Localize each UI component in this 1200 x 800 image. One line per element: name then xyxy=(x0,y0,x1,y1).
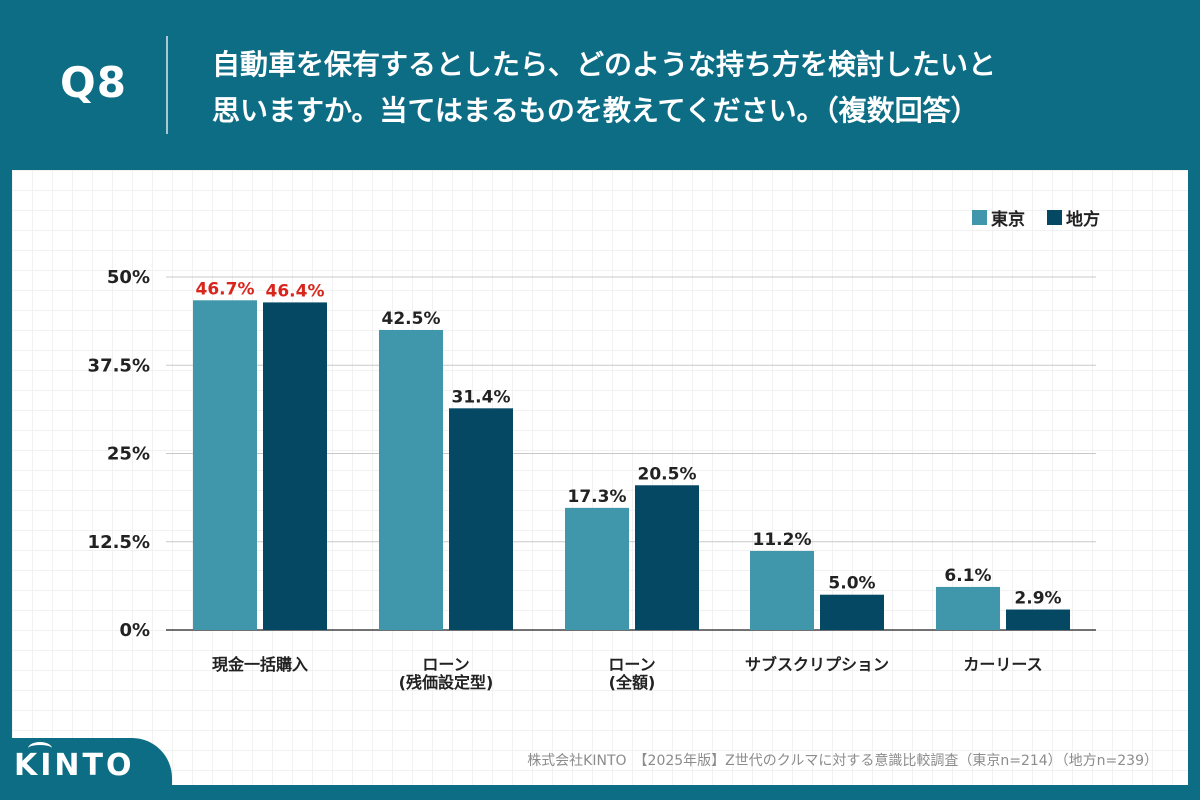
bar-tokyo xyxy=(193,300,257,630)
legend-label-tokyo: 東京 xyxy=(991,210,1025,230)
category-label: サブスクリプション xyxy=(745,655,889,674)
source-note: 株式会社KINTO 【2025年版】Z世代のクルマに対する意識比較調査（東京n=… xyxy=(527,753,1158,769)
bar-value-label: 17.3% xyxy=(568,487,627,507)
bar-regional xyxy=(263,302,327,630)
category-label: (残価設定型) xyxy=(399,673,494,692)
question-title-line-2: 思いますか。当てはまるものを教えてください。（複数回答） xyxy=(212,94,979,127)
logo-arc-mark xyxy=(28,742,52,755)
bar-tokyo xyxy=(379,329,443,630)
bar-value-label: 6.1% xyxy=(944,566,991,586)
legend-item-tokyo: 東京 xyxy=(972,205,1025,230)
question-title-line-1: 自動車を保有するとしたら、どのような持ち方を検討したいと xyxy=(212,48,997,81)
category-label: ローン xyxy=(608,655,655,674)
header-band: Q8 自動車を保有するとしたら、どのような持ち方を検討したいと 思いますか。当て… xyxy=(0,0,1200,170)
y-tick-label: 25% xyxy=(107,444,150,465)
bar-value-label: 46.7% xyxy=(196,279,255,299)
bar-value-label: 20.5% xyxy=(638,464,697,484)
bar-tokyo xyxy=(565,507,629,630)
legend-swatch-tokyo xyxy=(972,210,987,225)
y-tick-label: 37.5% xyxy=(88,355,150,376)
category-label: ローン xyxy=(422,655,469,674)
category-label: 現金一括購入 xyxy=(212,655,308,674)
y-tick-label: 0% xyxy=(119,620,150,641)
y-tick-label: 50% xyxy=(107,267,150,288)
legend-item-regional: 地方 xyxy=(1047,205,1100,230)
bar-regional xyxy=(820,594,884,630)
bar-regional xyxy=(449,408,513,630)
legend-swatch-regional xyxy=(1047,210,1062,225)
y-tick-label: 12.5% xyxy=(88,532,150,553)
question-number: Q8 xyxy=(60,58,127,107)
bar-value-label: 5.0% xyxy=(828,574,875,594)
header-divider xyxy=(166,36,168,134)
category-label: (全額) xyxy=(609,673,656,692)
bar-value-label: 31.4% xyxy=(452,387,511,407)
question-title: 自動車を保有するとしたら、どのような持ち方を検討したいと 思いますか。当てはまる… xyxy=(212,42,1132,134)
bar-regional xyxy=(635,485,699,630)
bar-tokyo xyxy=(750,550,814,630)
bar-value-label: 46.4% xyxy=(266,281,325,301)
chart-legend: 東京 地方 xyxy=(972,205,1100,230)
bar-value-label: 42.5% xyxy=(382,309,441,329)
kinto-logo: KINTO xyxy=(14,748,135,783)
bar-tokyo xyxy=(936,586,1000,630)
legend-label-regional: 地方 xyxy=(1066,210,1100,230)
bar-value-label: 11.2% xyxy=(753,530,812,550)
bar-value-label: 2.9% xyxy=(1014,589,1061,609)
category-label: カーリース xyxy=(963,655,1042,674)
bar-regional xyxy=(1006,609,1070,630)
